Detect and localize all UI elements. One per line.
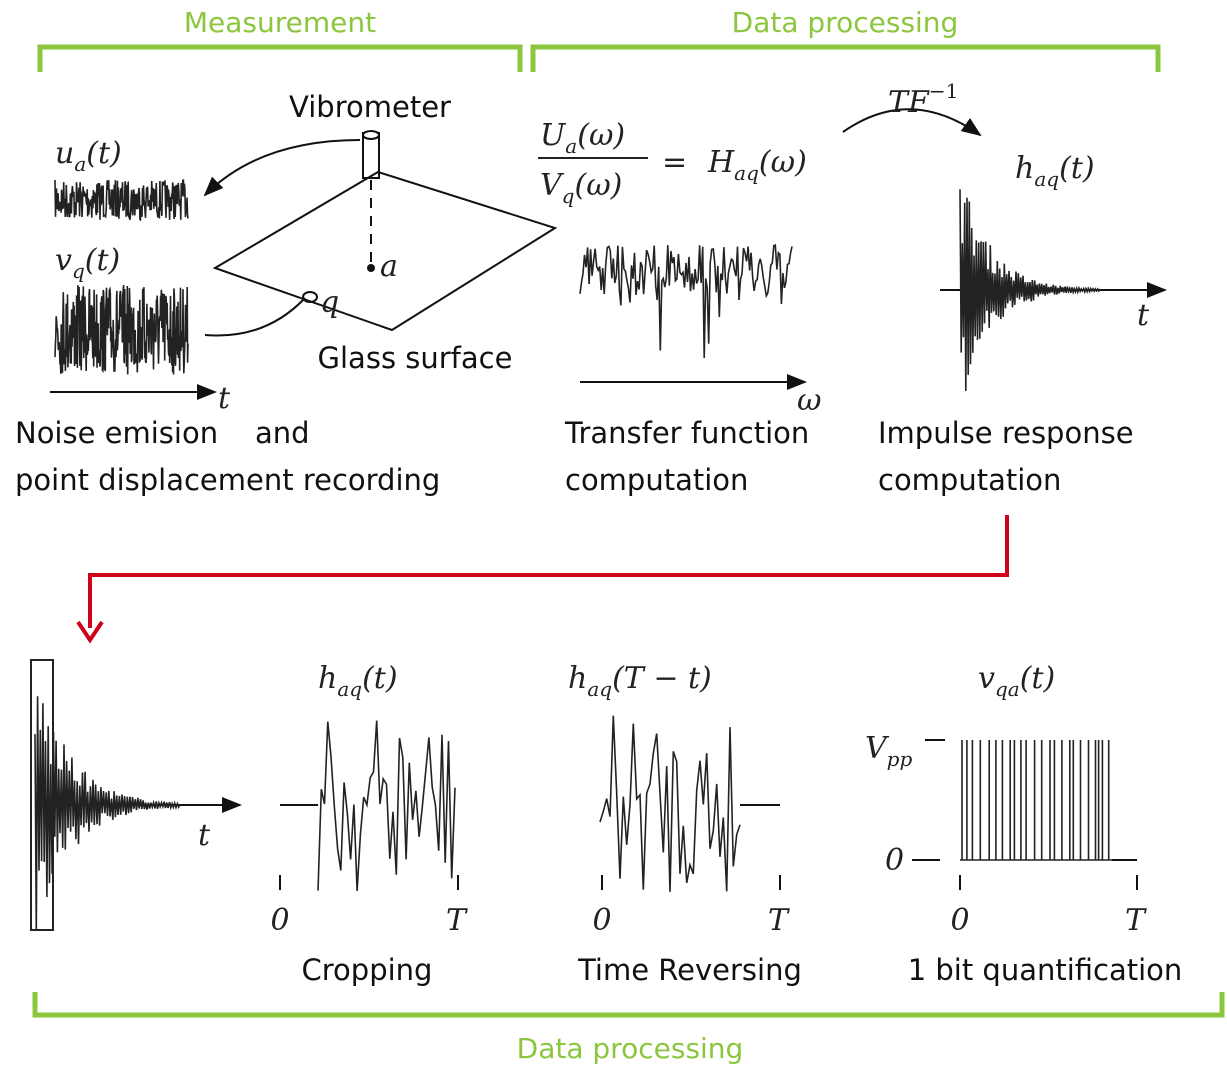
caption: point displacement recording xyxy=(15,463,440,497)
caption: Transfer function xyxy=(564,416,809,450)
waveform xyxy=(960,740,1112,860)
section-title: Data processing xyxy=(517,1032,744,1065)
bracket xyxy=(533,47,1158,72)
label: a xyxy=(380,249,398,284)
waveform xyxy=(318,721,455,891)
caption: Impulse response xyxy=(878,416,1134,450)
axis-label: t xyxy=(1137,298,1150,333)
diagram: Measurement Data processing Data process… xyxy=(0,0,1227,1066)
point xyxy=(367,264,375,272)
signal-label: ua(t) xyxy=(55,136,122,176)
vibrometer-icon xyxy=(363,131,379,139)
waveform xyxy=(35,696,180,930)
tick-label: 0 xyxy=(950,903,969,938)
level-label: 0 xyxy=(885,843,904,878)
waveform xyxy=(600,716,740,892)
section-title: Measurement xyxy=(184,6,376,39)
equation: Vq(ω) xyxy=(540,168,622,208)
flow-arrow xyxy=(90,515,1007,628)
caption: 1 bit quantification xyxy=(908,953,1183,987)
tick xyxy=(280,805,458,890)
operator: TF−1 xyxy=(888,79,958,120)
caption: Time Reversing xyxy=(577,953,802,987)
tick-label: T xyxy=(446,903,468,938)
signal-label: haq(t) xyxy=(1015,151,1095,191)
waveform xyxy=(960,189,1100,391)
signal-label: vqa(t) xyxy=(978,661,1055,701)
caption: computation xyxy=(565,463,748,497)
tick-label: 0 xyxy=(592,903,611,938)
label: q xyxy=(320,285,339,320)
axis-label: t xyxy=(218,381,231,416)
waveform xyxy=(55,285,188,374)
signal-label: haq(T − t) xyxy=(568,661,712,701)
bracket xyxy=(40,47,520,72)
caption: Noise emision and xyxy=(15,416,310,450)
tick-label: T xyxy=(768,903,790,938)
level-label: Vpp xyxy=(865,731,912,771)
label: Vibrometer xyxy=(289,90,451,124)
tick xyxy=(912,740,1137,890)
arrow xyxy=(205,298,305,336)
axis-label: ω xyxy=(797,383,821,418)
caption: computation xyxy=(878,463,1061,497)
label: Glass surface xyxy=(318,341,513,375)
section-title: Data processing xyxy=(732,6,959,39)
equation: = xyxy=(662,145,687,180)
equation: Haq(ω) xyxy=(707,145,807,185)
waveform xyxy=(55,180,188,220)
axis-label: t xyxy=(198,818,211,853)
signal-label: vq(t) xyxy=(55,243,120,283)
tick-label: 0 xyxy=(270,903,289,938)
equation: Ua(ω) xyxy=(540,118,625,158)
bracket xyxy=(35,992,1222,1015)
signal-label: haq(t) xyxy=(318,661,398,701)
caption: Cropping xyxy=(302,953,433,987)
tick-label: T xyxy=(1125,903,1147,938)
arrow xyxy=(205,140,360,195)
waveform xyxy=(580,245,792,358)
